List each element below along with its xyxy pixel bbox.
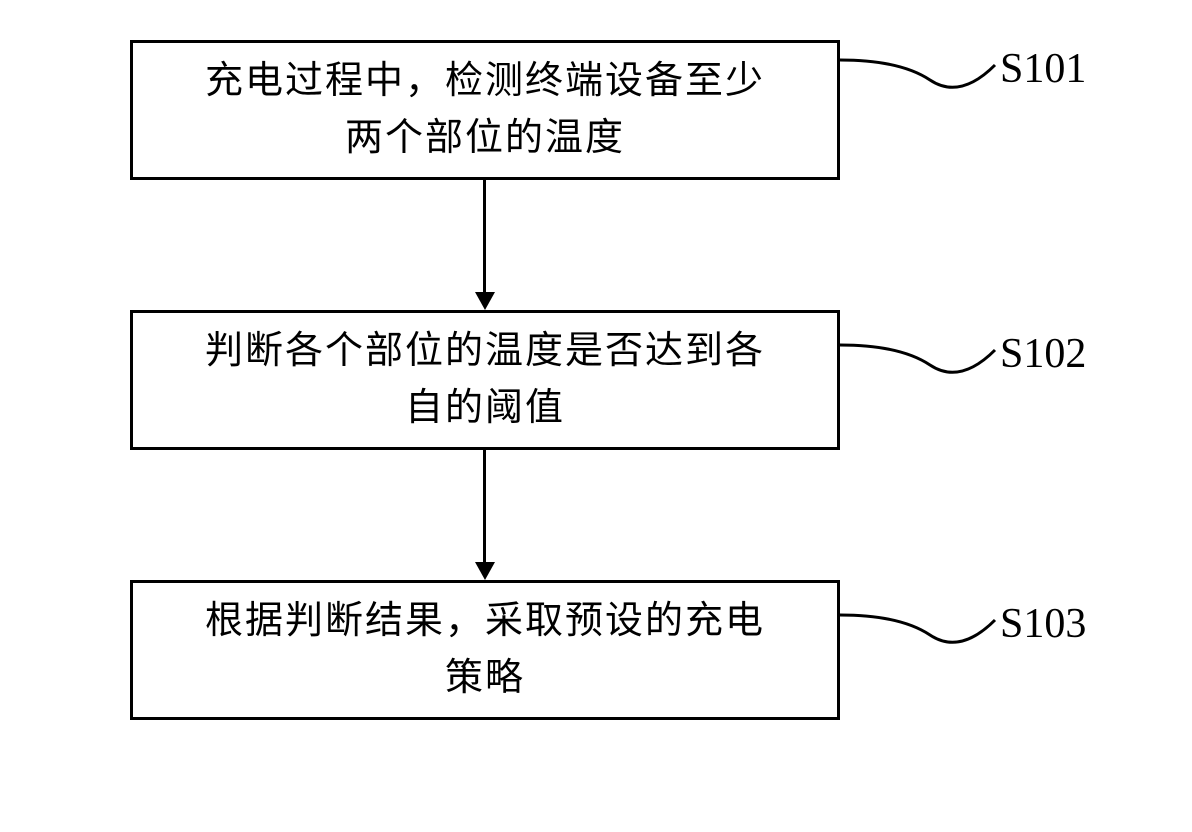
connector-curve-2 [840, 330, 1000, 400]
arrow-line-2 [483, 450, 486, 562]
step-label-3: S103 [1000, 600, 1086, 648]
step-label-2: S102 [1000, 330, 1086, 378]
connector-curve-3 [840, 600, 1000, 670]
box-2-text: 判断各个部位的温度是否达到各自的阈值 [205, 323, 765, 437]
box-3-text: 根据判断结果，采取预设的充电策略 [205, 593, 765, 707]
arrow-line-1 [483, 180, 486, 292]
connector-curve-1 [840, 45, 1000, 115]
arrow-head-2 [475, 562, 495, 580]
flowchart-box-3: 根据判断结果，采取预设的充电策略 [130, 580, 840, 720]
box-1-text: 充电过程中，检测终端设备至少两个部位的温度 [205, 53, 765, 167]
arrow-head-1 [475, 292, 495, 310]
flowchart-box-1: 充电过程中，检测终端设备至少两个部位的温度 [130, 40, 840, 180]
step-label-1: S101 [1000, 45, 1086, 93]
flowchart-box-2: 判断各个部位的温度是否达到各自的阈值 [130, 310, 840, 450]
